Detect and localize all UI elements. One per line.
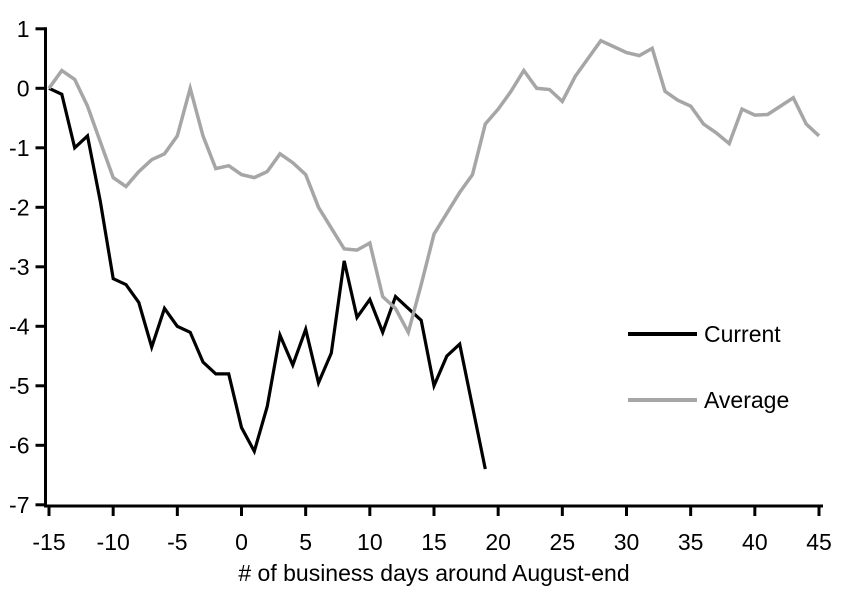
- x-tick-label: 15: [421, 529, 447, 555]
- series-line-average: [47, 38, 821, 338]
- y-tick-label: -5: [9, 373, 29, 399]
- x-tick-label: -5: [167, 529, 187, 555]
- legend-label-average: Average: [704, 387, 790, 413]
- x-tick-label: 45: [806, 529, 832, 555]
- legend-label-current: Current: [704, 321, 781, 347]
- y-tick-label: -1: [9, 135, 29, 161]
- x-tick-label: 25: [550, 529, 576, 555]
- x-tick-label: 20: [485, 529, 511, 555]
- x-tick-label: 0: [235, 529, 248, 555]
- x-tick-label: -10: [97, 529, 130, 555]
- y-tick-label: -3: [9, 254, 29, 280]
- series-line-current: [48, 86, 487, 470]
- legend-item-average: Average: [628, 386, 789, 414]
- y-tick-label: 1: [17, 16, 30, 42]
- x-tick-label: 30: [614, 529, 640, 555]
- x-tick-label: 10: [357, 529, 383, 555]
- x-tick-label: -15: [32, 529, 65, 555]
- x-tick-label: 5: [299, 529, 312, 555]
- y-tick-label: -6: [9, 432, 29, 458]
- y-tick-label: -4: [9, 313, 30, 339]
- y-tick-label: 0: [17, 75, 30, 101]
- x-tick-label: 35: [678, 529, 704, 555]
- x-axis-title: # of business days around August-end: [238, 560, 630, 586]
- current-line-swatch: [628, 332, 697, 336]
- x-tick-label: 40: [742, 529, 768, 555]
- y-tick-label: -7: [9, 492, 29, 518]
- y-tick-label: -2: [9, 194, 29, 220]
- average-line-swatch: [628, 398, 697, 402]
- legend-item-current: Current: [628, 320, 781, 348]
